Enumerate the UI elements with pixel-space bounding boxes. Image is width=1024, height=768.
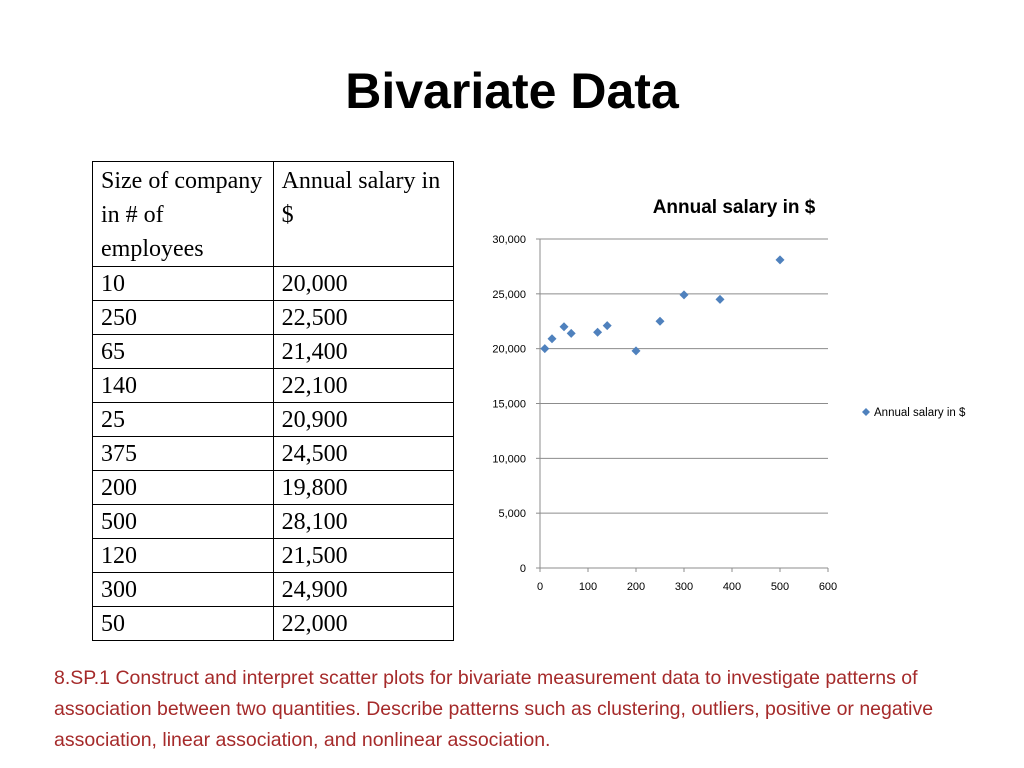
y-tick-label: 15,000 (492, 399, 526, 411)
cell-company-size: 65 (92, 334, 274, 369)
table-row: 500 28,100 (92, 504, 455, 539)
data-point (655, 316, 665, 326)
cell-company-size: 500 (92, 504, 274, 539)
legend-label: Annual salary in $ (874, 407, 966, 419)
cell-company-size: 375 (92, 436, 274, 471)
legend-marker (862, 408, 870, 416)
table-row: 50 22,000 (92, 606, 455, 641)
y-tick-label: 20,000 (492, 344, 526, 356)
data-table: Size of company in # of employees Annual… (92, 161, 455, 641)
chart-tick-labels: 0 5,000 10,000 15,000 20,000 25,000 30,000 0 100… (492, 234, 837, 593)
table-header-row: Size of company in # of employees Annual… (92, 161, 455, 267)
cell-annual-salary: 21,500 (272, 538, 455, 573)
cell-annual-salary: 21,400 (272, 334, 455, 369)
scatter-chart: Annual salary in $ 0 5,000 10,000 15,000 20,… (492, 197, 966, 593)
cell-annual-salary: 22,000 (272, 606, 455, 641)
data-point (715, 294, 725, 304)
table-row: 375 24,500 (92, 436, 455, 471)
cell-company-size: 120 (92, 538, 274, 573)
x-tick-label: 200 (627, 581, 645, 593)
data-point (566, 328, 576, 338)
table-row: 250 22,500 (92, 300, 455, 335)
x-tick-label: 300 (675, 581, 693, 593)
x-tick-label: 100 (579, 581, 597, 593)
column-header-annual-salary: Annual salary in $ (272, 161, 455, 267)
y-tick-label: 30,000 (492, 234, 526, 246)
table-row: 120 21,500 (92, 538, 455, 573)
cell-company-size: 10 (92, 266, 274, 301)
column-header-company-size: Size of company in # of employees (92, 161, 274, 267)
cell-annual-salary: 22,100 (272, 368, 455, 403)
y-tick-label: 25,000 (492, 289, 526, 301)
data-point (679, 290, 689, 300)
data-point (593, 327, 603, 337)
data-point (602, 321, 612, 331)
table-row: 10 20,000 (92, 266, 455, 301)
y-tick-label: 0 (520, 563, 526, 575)
data-point (631, 346, 641, 356)
table-row: 140 22,100 (92, 368, 455, 403)
chart-legend: Annual salary in $ (862, 407, 966, 419)
table-row: 25 20,900 (92, 402, 455, 437)
x-tick-label: 500 (771, 581, 789, 593)
data-point (547, 334, 557, 344)
x-tick-label: 0 (537, 581, 543, 593)
cell-annual-salary: 20,900 (272, 402, 455, 437)
cell-annual-salary: 24,500 (272, 436, 455, 471)
cell-company-size: 140 (92, 368, 274, 403)
table-row: 200 19,800 (92, 470, 455, 505)
chart-axes (536, 238, 829, 572)
y-tick-label: 10,000 (492, 453, 526, 465)
chart-points (540, 255, 785, 356)
chart-gridlines (540, 238, 828, 514)
data-point (559, 322, 569, 332)
cell-company-size: 25 (92, 402, 274, 437)
table-row: 65 21,400 (92, 334, 455, 369)
cell-annual-salary: 20,000 (272, 266, 455, 301)
cell-annual-salary: 19,800 (272, 470, 455, 505)
cell-company-size: 300 (92, 572, 274, 607)
chart-title: Annual salary in $ (653, 197, 816, 218)
data-point (540, 344, 550, 354)
x-tick-label: 400 (723, 581, 741, 593)
cell-annual-salary: 28,100 (272, 504, 455, 539)
cell-annual-salary: 24,900 (272, 572, 455, 607)
cell-company-size: 50 (92, 606, 274, 641)
cell-company-size: 250 (92, 300, 274, 335)
y-tick-label: 5,000 (498, 508, 526, 520)
x-tick-label: 600 (819, 581, 837, 593)
standard-description: 8.SP.1 Construct and interpret scatter p… (54, 667, 934, 751)
cell-annual-salary: 22,500 (272, 300, 455, 335)
cell-company-size: 200 (92, 470, 274, 505)
table-row: 300 24,900 (92, 572, 455, 607)
slide-title: Bivariate Data (345, 63, 679, 119)
data-point (775, 255, 785, 265)
